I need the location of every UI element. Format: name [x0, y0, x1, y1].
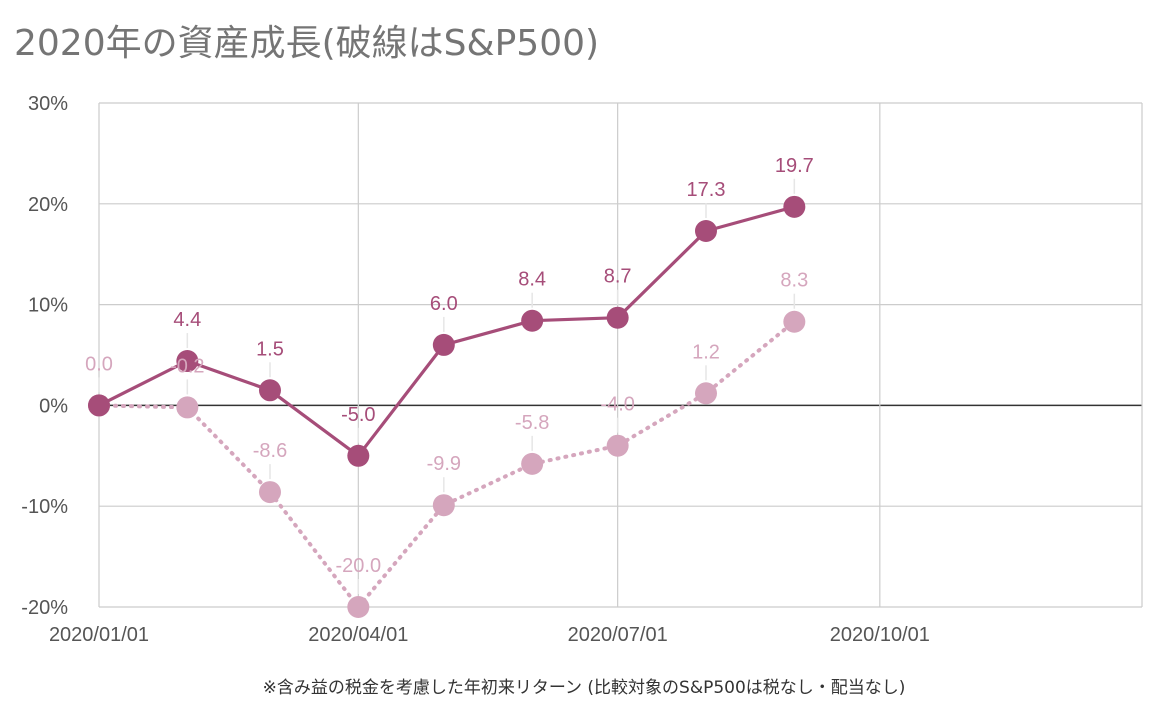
- y-tick-label: -10%: [21, 496, 68, 518]
- sp500-data-label: -5.8: [515, 412, 549, 434]
- sp500-data-point: [606, 434, 629, 457]
- sp500-data-label: 1.2: [692, 341, 720, 363]
- y-tick-label: 10%: [28, 295, 68, 317]
- portfolio-data-label: 1.5: [256, 338, 284, 360]
- sp500-data-label: 8.3: [780, 270, 808, 292]
- y-tick-label: 30%: [28, 93, 68, 115]
- y-tick-label: -20%: [21, 597, 68, 619]
- chart-footnote: ※含み益の税金を考慮した年初来リターン (比較対象のS&P500は税なし・配当な…: [262, 678, 906, 698]
- sp500-data-label: -4.0: [600, 394, 634, 416]
- sp500-data-point: [258, 481, 281, 504]
- portfolio-data-label: 4.4: [173, 309, 201, 331]
- portfolio-data-point: [694, 220, 717, 243]
- portfolio-data-point: [88, 394, 110, 417]
- data-label-layer: 0.0 -0.2 -8.6 -20.0 -9.9 -5.8 -4.0 1.2 8.3 4.4 1.5…: [85, 155, 814, 594]
- portfolio-data-label: 8.7: [604, 266, 632, 288]
- portfolio-data-label: 6.0: [430, 293, 458, 315]
- series-layer: [88, 195, 806, 618]
- y-axis-tick-labels: 30% 20% 10% 0% -10% -20%: [21, 93, 68, 619]
- portfolio-data-point: [521, 309, 544, 332]
- horizontal-gridlines: [99, 102, 1142, 608]
- sp500-data-point: [521, 452, 544, 475]
- portfolio-data-point: [432, 333, 455, 356]
- portfolio-series-line: [98, 205, 795, 458]
- portfolio-data-point: [258, 379, 281, 402]
- portfolio-data-point: [176, 350, 199, 373]
- x-axis-tick-labels: 2020/01/01 2020/04/01 2020/07/01 2020/10/01: [49, 624, 930, 646]
- x-tick-label: 2020/01/01: [49, 624, 149, 646]
- sp500-data-label: -20.0: [336, 555, 382, 577]
- sp500-data-point: [347, 596, 370, 618]
- x-tick-label: 2020/10/01: [830, 624, 930, 646]
- sp500-data-point: [432, 494, 455, 517]
- sp500-data-label: -0.2: [170, 355, 204, 377]
- sp500-data-label: 0.0: [85, 353, 113, 375]
- portfolio-data-label: -5.0: [341, 404, 375, 426]
- y-tick-label: 0%: [39, 395, 68, 417]
- sp500-data-label: -9.9: [427, 453, 461, 475]
- x-tick-label: 2020/04/01: [308, 624, 408, 646]
- portfolio-data-label: 19.7: [775, 155, 814, 177]
- sp500-data-label: -8.6: [253, 440, 287, 462]
- chart-title: 2020年の資産成長(破線はS&P500): [14, 23, 600, 64]
- portfolio-data-label: 17.3: [687, 179, 726, 201]
- sp500-data-point: [176, 396, 199, 419]
- sp500-data-point: [694, 382, 717, 405]
- portfolio-data-point: [606, 306, 629, 329]
- sp500-data-point: [783, 310, 806, 333]
- y-tick-label: 20%: [28, 194, 68, 216]
- portfolio-data-label: 8.4: [518, 269, 546, 291]
- portfolio-data-point: [347, 444, 370, 467]
- sp500-series-line: [97, 319, 797, 609]
- portfolio-data-point: [783, 195, 806, 218]
- vertical-gridlines: [98, 103, 1143, 607]
- x-tick-label: 2020/07/01: [568, 624, 668, 646]
